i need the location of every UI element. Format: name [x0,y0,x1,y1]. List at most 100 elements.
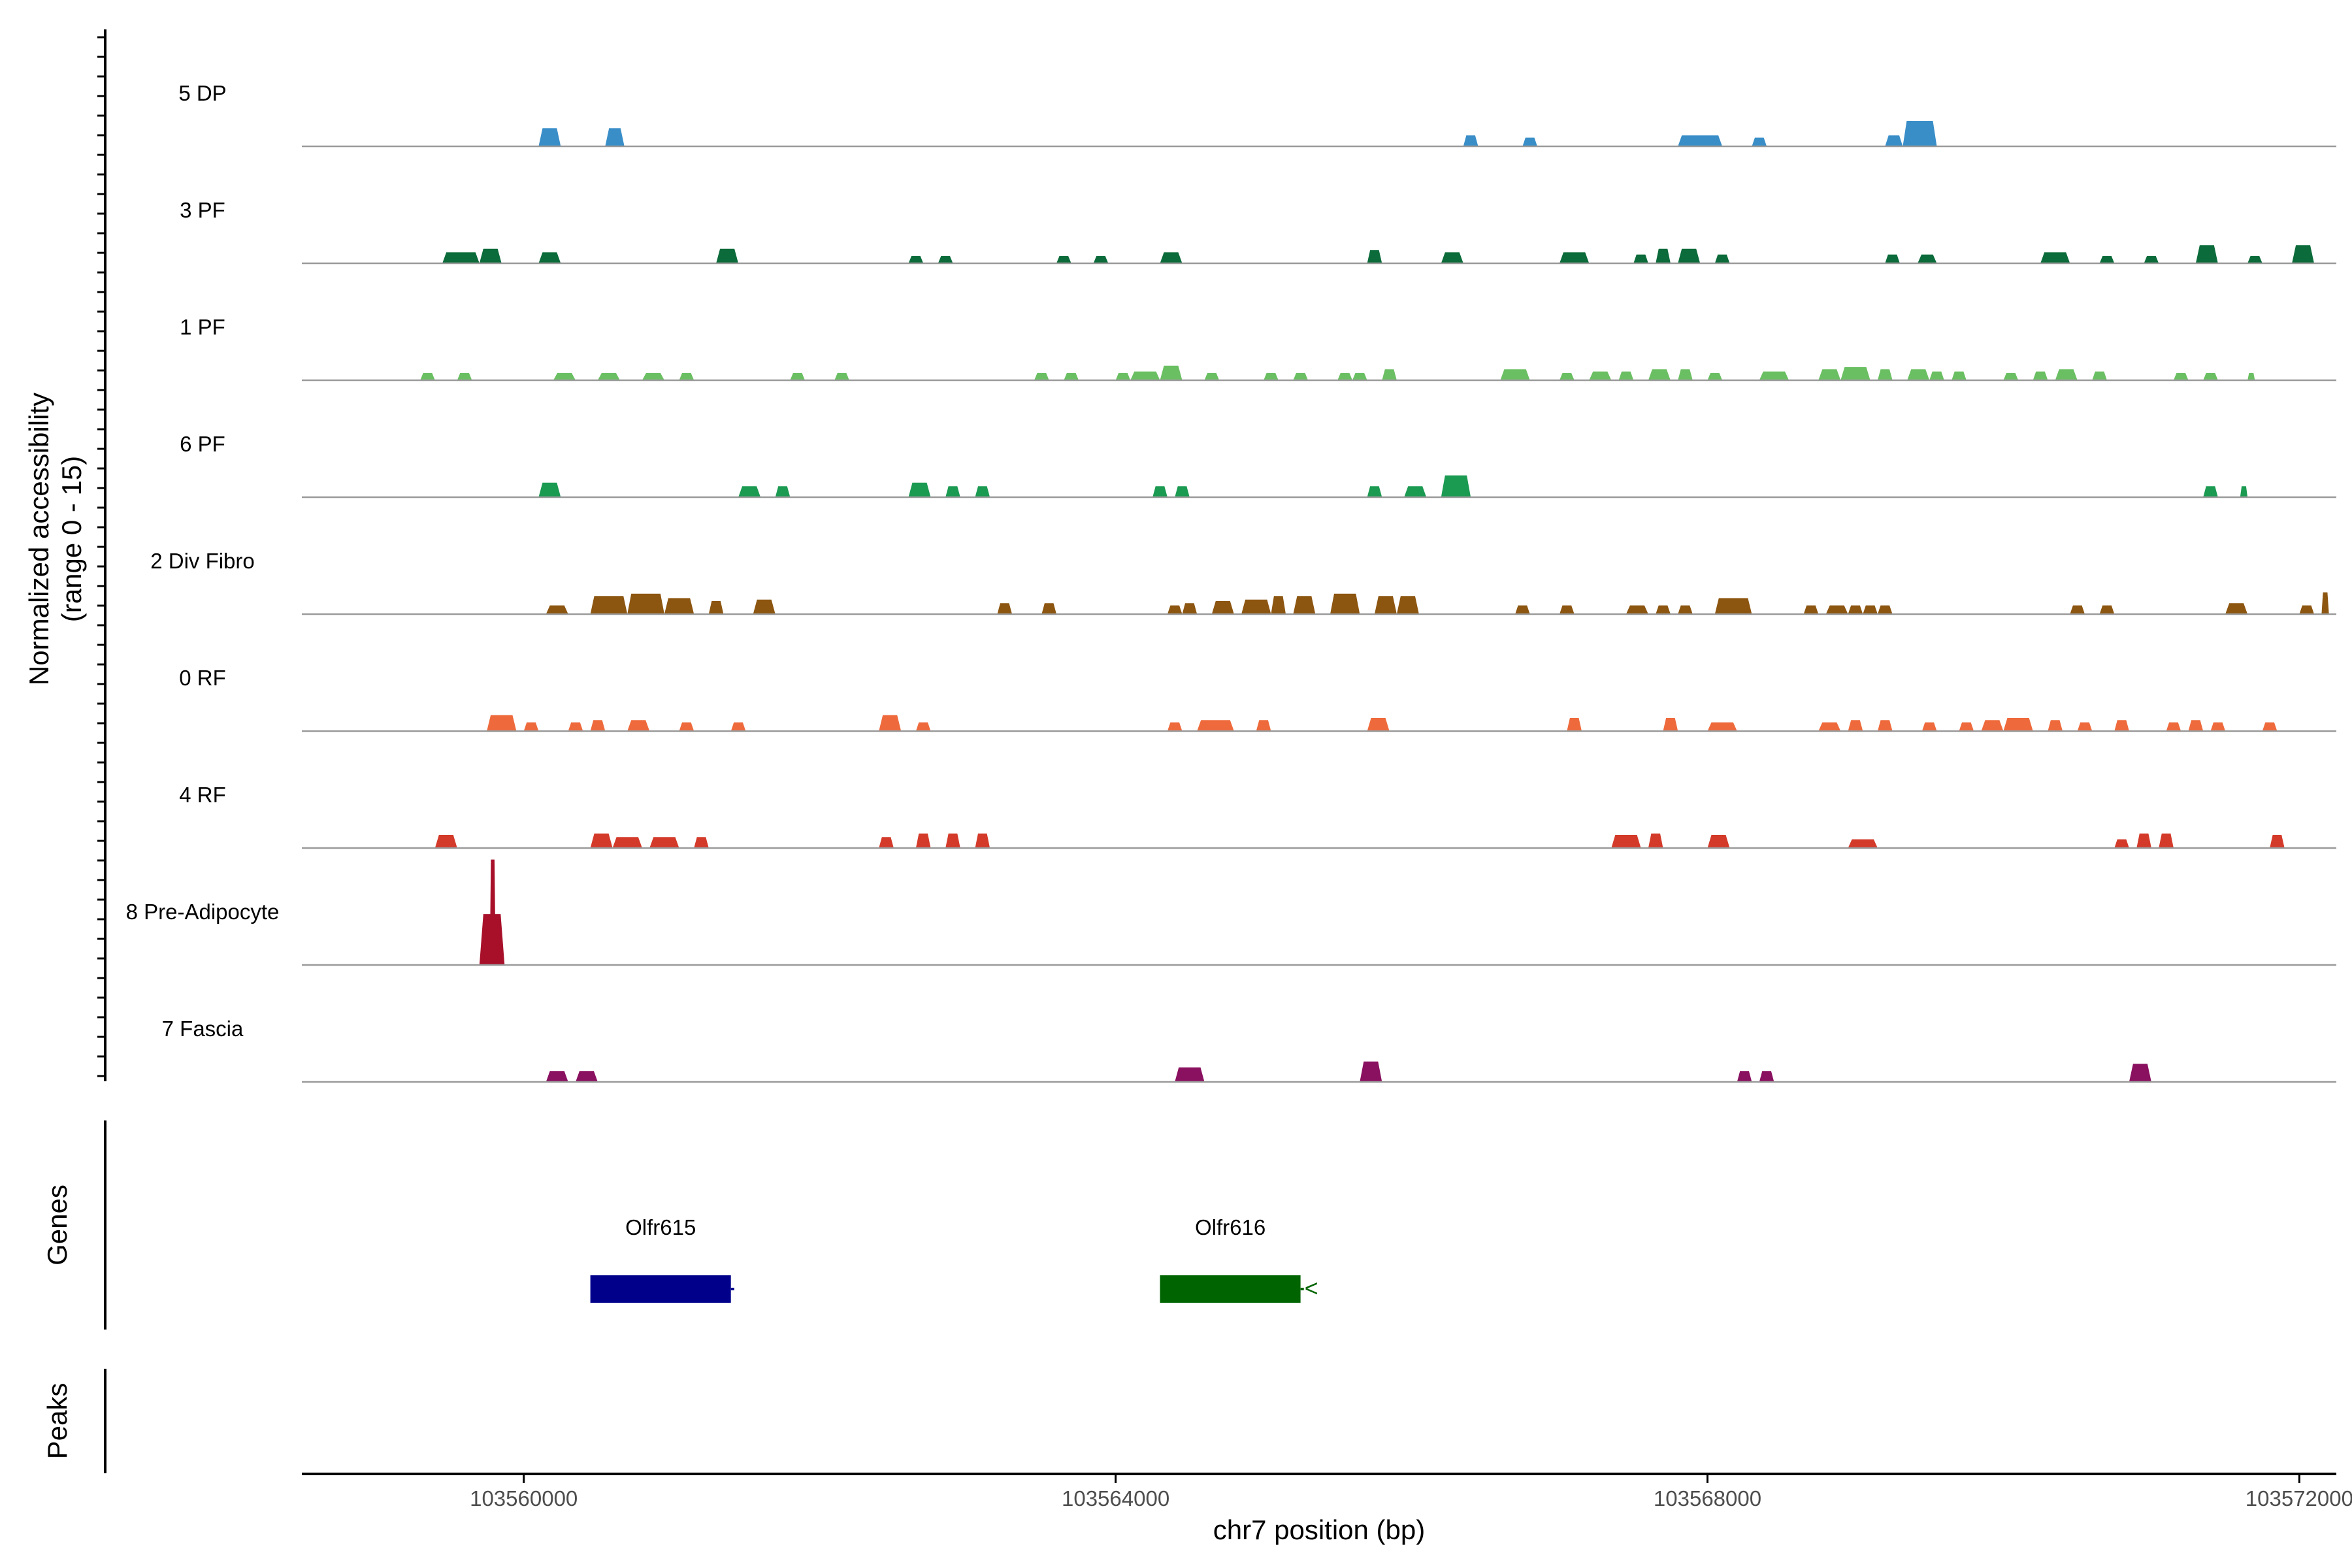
coverage-peak [1818,722,1841,731]
coverage-peak [442,252,480,263]
coverage-peak [879,837,894,848]
strand-arrow-icon: < [1305,1275,1318,1301]
coverage-peak [1929,371,1944,380]
coverage-peak [2270,835,2285,848]
coverage-peak [1264,372,1279,380]
coverage-peak [1921,722,1937,731]
coverage-peak [679,372,694,380]
coverage-peak [938,255,953,263]
coverage-peak [1382,369,1397,380]
coverage-peak [1663,718,1678,731]
coverage-peak [915,833,931,848]
coverage-peak [1175,486,1190,497]
track-8-pre-adipocyte: 8 Pre-Adipocyte [126,859,2336,966]
coverage-peak [590,833,613,848]
coverage-peak [975,486,990,497]
coverage-peak [1560,605,1575,614]
coverage-peak [1840,367,1870,380]
coverage-peak [1130,371,1160,380]
track-label: 6 PF [180,432,225,456]
x-tick-label: 103560000 [470,1486,578,1511]
coverage-peak [1204,372,1220,380]
coverage-peak [716,248,739,263]
coverage-peak [2070,605,2085,614]
track-label: 0 RF [179,666,226,690]
coverage-peak [1160,365,1183,380]
coverage-peak [1959,722,1974,731]
coverage-peak [1863,605,1878,614]
coverage-peak [546,605,568,614]
coverage-peak [1293,596,1316,614]
coverage-peak [1374,596,1397,614]
track-2-div-fibro: 2 Div Fibro [150,549,2336,615]
coverage-peak [487,715,517,731]
coverage-peak [1656,605,1671,614]
coverage-peak [1041,603,1056,614]
coverage-peak [1885,254,1900,263]
coverage-peak [1182,603,1198,614]
coverage-peak [1707,722,1737,731]
coverage-peak [1803,605,1819,614]
coverage-peak [590,720,606,731]
coverage-peak [2136,833,2151,848]
coverage-peak [915,722,931,731]
coverage-peak [2099,255,2115,263]
coverage-peak [605,128,625,146]
coverage-peak [612,837,642,848]
coverage-peak [1367,486,1382,497]
coverage-peak [2240,486,2248,497]
coverage-peak [1330,593,1360,614]
coverage-peak [1197,720,1234,731]
coverage-peak [1752,137,1767,146]
genes-panel-label: Genes [42,1184,73,1266]
coverage-y-axis-ticks [97,36,105,1077]
coverage-peak [1404,486,1427,497]
coverage-peak [479,248,502,263]
x-tick-label: 103564000 [1062,1486,1169,1511]
coverage-peak [546,1071,568,1082]
coverage-peak [997,603,1013,614]
coverage-peak [1115,372,1131,380]
x-tick-label: 103572000 [2246,1486,2352,1511]
coverage-peak [1918,254,1937,263]
track-5-dp: 5 DP [178,81,2336,148]
coverage-peak [1175,1067,1205,1082]
coverage-peak [627,720,650,731]
track-0-rf: 0 RF [179,666,2336,732]
coverage-peak [1848,605,1863,614]
coverage-peak [1759,1071,1774,1082]
coverage-peak [2055,369,2078,380]
coverage-peak [1167,605,1183,614]
coverage-peak [1877,605,1893,614]
coverage-peak [2077,722,2093,731]
coverage-peak [1560,372,1575,380]
coverage-tracks: 5 DP 3 PF 1 PF 6 PF 2 Div Fibro 0 RF 4 RF 8 Pre… [126,81,2336,1083]
coverage-peak [1877,369,1893,380]
peaks-panel-label: Peaks [42,1383,73,1460]
coverage-peak [2262,722,2278,731]
coverage-peak [1211,601,1234,614]
coverage-peak [2203,486,2218,497]
coverage-peak [2247,372,2255,380]
coverage-peak [1560,252,1590,263]
coverage-peak [1678,369,1693,380]
track-label: 1 PF [180,315,225,339]
coverage-peak [568,722,583,731]
coverage-peak [2114,720,2129,731]
coverage-peak [694,837,709,848]
coverage-peak [1678,248,1701,263]
coverage-peak [1396,596,1419,614]
coverage-peak [1714,598,1752,614]
coverage-peak [664,598,694,614]
coverage-peak [2114,839,2129,848]
coverage-peak [1367,250,1382,263]
coverage-peak [642,372,664,380]
track-label: 8 Pre-Adipocyte [126,900,280,924]
coverage-peak [1848,839,1878,848]
y-axis-title-line2: (range 0 - 15) [56,456,87,622]
x-axis-ticks: 103560000 103564000 103568000 103572000 [470,1474,2352,1511]
coverage-peak [945,833,960,848]
track-label: 4 RF [179,783,226,807]
coverage-peak [2195,245,2218,263]
coverage-peak [523,722,539,731]
